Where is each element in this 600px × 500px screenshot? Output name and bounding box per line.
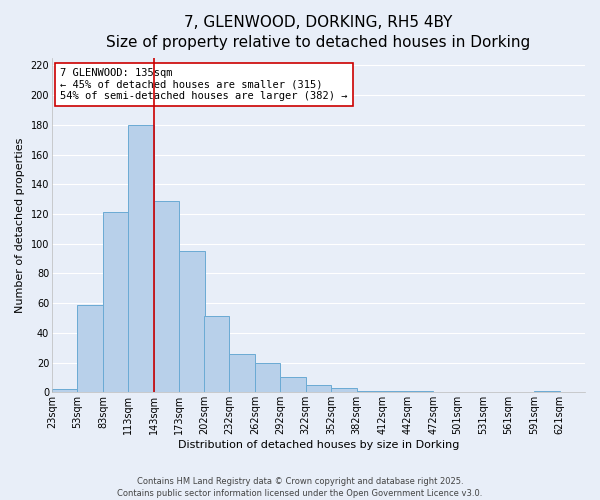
Title: 7, GLENWOOD, DORKING, RH5 4BY
Size of property relative to detached houses in Do: 7, GLENWOOD, DORKING, RH5 4BY Size of pr…	[106, 15, 530, 50]
Bar	[128, 125, 154, 392]
Bar	[52, 390, 77, 392]
Bar	[331, 388, 356, 392]
Bar	[382, 391, 407, 392]
Bar	[534, 391, 560, 392]
Bar	[179, 251, 205, 392]
X-axis label: Distribution of detached houses by size in Dorking: Distribution of detached houses by size …	[178, 440, 459, 450]
Bar	[306, 385, 331, 392]
Text: Contains HM Land Registry data © Crown copyright and database right 2025.
Contai: Contains HM Land Registry data © Crown c…	[118, 476, 482, 498]
Bar	[255, 362, 280, 392]
Bar	[77, 304, 103, 392]
Text: 7 GLENWOOD: 135sqm
← 45% of detached houses are smaller (315)
54% of semi-detach: 7 GLENWOOD: 135sqm ← 45% of detached hou…	[60, 68, 347, 101]
Bar	[280, 378, 306, 392]
Bar	[103, 212, 128, 392]
Bar	[356, 391, 382, 392]
Bar	[407, 391, 433, 392]
Y-axis label: Number of detached properties: Number of detached properties	[15, 138, 25, 313]
Bar	[229, 354, 255, 393]
Bar	[204, 316, 229, 392]
Bar	[154, 200, 179, 392]
